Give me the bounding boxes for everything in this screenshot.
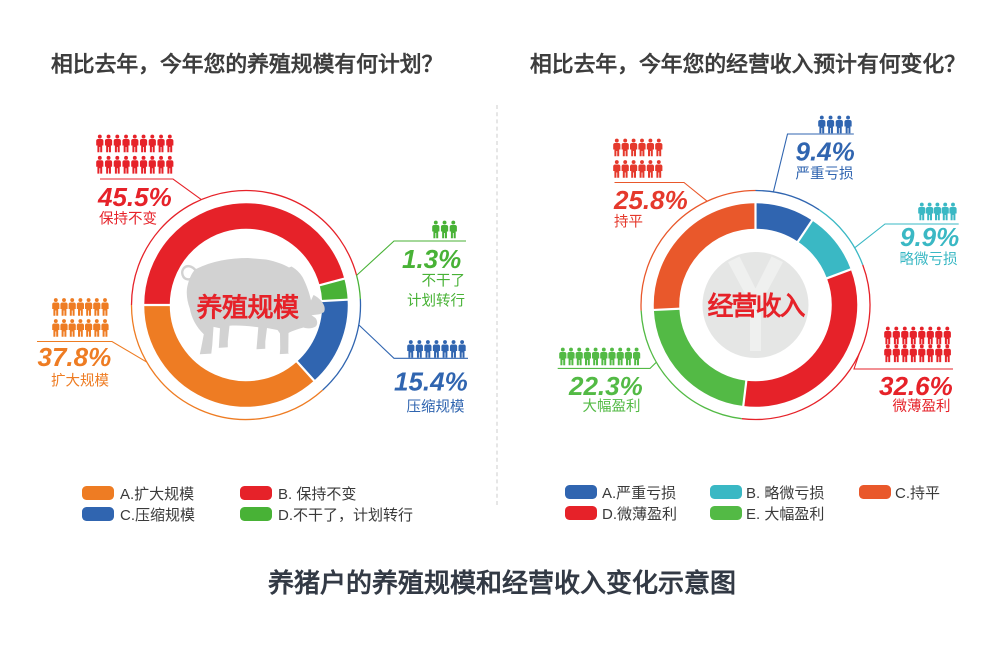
svg-text:25.8%: 25.8% — [613, 185, 688, 215]
svg-text:扩大规模: 扩大规模 — [51, 373, 109, 390]
svg-text:D.不干了，计划转行: D.不干了，计划转行 — [278, 507, 413, 524]
svg-text:大幅盈利: 大幅盈利 — [583, 398, 641, 415]
svg-text:A.严重亏损: A.严重亏损 — [602, 485, 676, 502]
svg-text:计划转行: 计划转行 — [407, 293, 465, 310]
svg-text:37.8%: 37.8% — [38, 342, 112, 372]
svg-text:B. 保持不变: B. 保持不变 — [278, 486, 356, 503]
svg-text:22.3%: 22.3% — [568, 371, 643, 401]
svg-text:B. 略微亏损: B. 略微亏损 — [746, 485, 824, 502]
svg-text:32.6%: 32.6% — [879, 371, 953, 401]
svg-text:相比去年，今年您的经营收入预计有何变化？: 相比去年，今年您的经营收入预计有何变化？ — [530, 52, 966, 77]
svg-text:经营收入: 经营收入 — [707, 291, 805, 321]
svg-text:C.持平: C.持平 — [895, 485, 940, 502]
svg-text:微薄盈利: 微薄盈利 — [893, 398, 951, 415]
svg-text:15.4%: 15.4% — [394, 367, 468, 397]
svg-text:9.4%: 9.4% — [796, 137, 855, 167]
svg-text:养殖规模: 养殖规模 — [195, 293, 300, 323]
svg-text:C.压缩规模: C.压缩规模 — [120, 507, 195, 524]
svg-text:养猪户的养殖规模和经营收入变化示意图: 养猪户的养殖规模和经营收入变化示意图 — [267, 568, 736, 598]
svg-text:略微亏损: 略微亏损 — [900, 251, 958, 268]
svg-text:E. 大幅盈利: E. 大幅盈利 — [746, 506, 824, 523]
svg-text:保持不变: 保持不变 — [99, 211, 157, 228]
svg-text:相比去年，今年您的养殖规模有何计划？: 相比去年，今年您的养殖规模有何计划？ — [51, 52, 443, 77]
svg-text:9.9%: 9.9% — [900, 222, 959, 252]
svg-text:严重亏损: 严重亏损 — [796, 166, 854, 183]
svg-text:持平: 持平 — [614, 214, 643, 231]
svg-text:D.微薄盈利: D.微薄盈利 — [602, 506, 677, 523]
svg-text:不干了: 不干了 — [422, 273, 466, 290]
svg-text:A.扩大规模: A.扩大规模 — [120, 486, 194, 503]
svg-text:压缩规模: 压缩规模 — [407, 399, 465, 416]
svg-text:45.5%: 45.5% — [97, 182, 172, 212]
svg-text:1.3%: 1.3% — [402, 244, 461, 274]
